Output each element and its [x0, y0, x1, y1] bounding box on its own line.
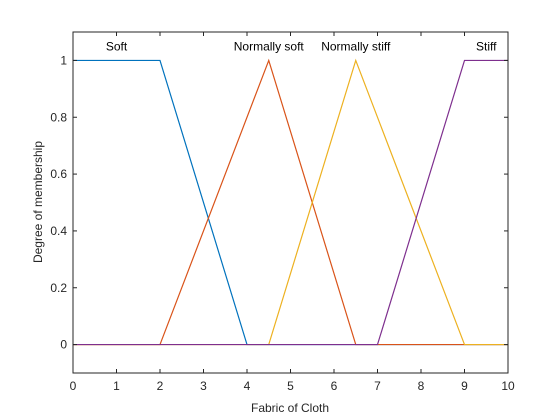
y-tick-label: 0.8 — [50, 110, 67, 124]
y-axis-label: Degree of membership — [31, 141, 45, 263]
y-tick-label: 0.2 — [50, 281, 67, 295]
series-label-stiff: Stiff — [476, 39, 497, 53]
x-tick-label: 7 — [374, 379, 381, 393]
x-axis-label: Fabric of Cloth — [251, 401, 329, 415]
series-label-normally-soft: Normally soft — [234, 39, 305, 53]
x-tick-label: 0 — [70, 379, 77, 393]
x-tick-label: 10 — [501, 379, 515, 393]
y-tick-label: 0.6 — [50, 167, 67, 181]
series-line-stiff — [73, 59, 508, 346]
series-label-normally-stiff: Normally stiff — [321, 39, 391, 53]
x-tick-label: 1 — [113, 379, 120, 393]
x-tick-label: 6 — [331, 379, 338, 393]
y-tick-label: 0 — [60, 338, 67, 352]
x-tick-label: 8 — [418, 379, 425, 393]
x-tick-label: 3 — [200, 379, 207, 393]
series-lines — [73, 58, 508, 346]
y-tick-label: 1 — [60, 53, 67, 67]
x-tick-label: 5 — [287, 379, 294, 393]
y-tick-label: 0.4 — [50, 224, 67, 238]
plot-area — [73, 32, 508, 373]
x-tick-label: 4 — [244, 379, 251, 393]
x-tick-label: 9 — [461, 379, 468, 393]
y-ticks: 0 0.2 0.4 0.6 0.8 1 — [50, 53, 508, 352]
x-ticks: 0 1 2 3 4 5 6 7 8 9 10 — [70, 32, 515, 393]
x-tick-label: 2 — [157, 379, 164, 393]
series-labels: Soft Normally soft Normally stiff Stiff — [106, 39, 497, 53]
series-label-soft: Soft — [106, 39, 128, 53]
